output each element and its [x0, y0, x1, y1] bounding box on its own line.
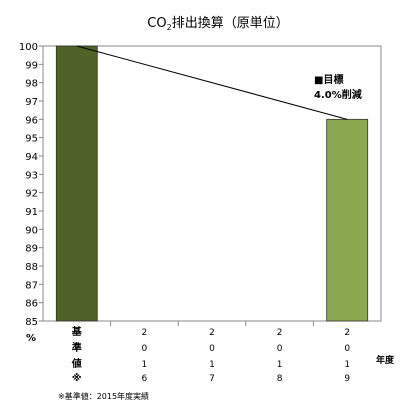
- x-tick-label-char: 0: [209, 344, 215, 354]
- plot-area: [42, 45, 382, 322]
- y-tick-label: 85: [25, 317, 38, 328]
- x-tick-label-char: ※: [72, 372, 82, 384]
- trend-line-group: [76, 45, 348, 120]
- x-tick-label-char: 1: [209, 360, 215, 370]
- x-tick-label-char: 2: [209, 328, 215, 338]
- y-tick-label: 96: [25, 115, 38, 126]
- y-tick-label: 95: [25, 134, 38, 145]
- chart-title: CO2排出換算（原単位）: [147, 15, 288, 32]
- y-axis-unit-label: %: [26, 333, 36, 344]
- footnote: ※基準値：2015年度実績: [58, 392, 150, 401]
- x-tick-label-char: 0: [142, 344, 148, 354]
- y-tick-label: 100: [19, 42, 38, 53]
- x-tick-label-char: 1: [277, 360, 283, 370]
- y-tick-label: 98: [25, 79, 38, 90]
- x-tick-label-char: 2: [277, 328, 283, 338]
- y-tick-label: 89: [25, 244, 38, 255]
- x-tick-label-char: 6: [142, 374, 148, 384]
- y-tick-label: 99: [25, 60, 38, 71]
- x-tick-label-char: 1: [142, 360, 148, 370]
- x-tick-label-char: 0: [277, 344, 283, 354]
- x-tick-label-char: 2: [344, 328, 350, 338]
- x-tick-label-char: 2: [142, 328, 148, 338]
- x-tick-label-char: 基: [71, 325, 83, 338]
- x-axis-label: 年度: [376, 354, 395, 366]
- x-tick-label-char: 1: [344, 360, 350, 370]
- chart-title-prefix: CO: [147, 16, 166, 31]
- trend-line: [76, 45, 348, 120]
- y-tick-label: 87: [25, 280, 38, 291]
- annotation-reduction-label: 4.0%削減: [314, 88, 362, 101]
- x-tick-label-char: 7: [209, 374, 215, 384]
- y-tick-label: 97: [25, 97, 38, 108]
- x-tick-label-char: 準: [72, 341, 82, 354]
- chart-title-subscript: 2: [167, 23, 172, 32]
- x-tick-label-char: 8: [277, 374, 283, 384]
- x-tick-label-char: 値: [71, 357, 82, 370]
- x-axis: 基準値 ※ 2 0 1 6 2 0 1 7 2 0 1 8 2 0 1 9: [71, 321, 350, 384]
- bar-2019: [326, 118, 369, 322]
- goal-annotation: ■目標 4.0%削減: [314, 73, 362, 101]
- chart-title-suffix: 排出換算（原単位）: [172, 15, 289, 31]
- y-tick-label: 92: [25, 189, 38, 200]
- y-tick-label: 94: [25, 152, 38, 163]
- y-tick-label: 91: [25, 207, 38, 218]
- y-tick-label: 93: [25, 170, 38, 181]
- annotation-goal-label: ■目標: [314, 73, 343, 86]
- y-tick-label: 88: [25, 262, 38, 273]
- x-tick-label-char: 9: [344, 374, 350, 384]
- bar-baseline: [55, 45, 98, 322]
- y-axis: 85 86 87 88 89 90 91 92 93 94 95 96 97 98 99 100: [19, 42, 43, 328]
- x-tick-label-char: 0: [344, 344, 350, 354]
- y-tick-label: 86: [25, 299, 38, 310]
- y-tick-label: 90: [25, 225, 38, 236]
